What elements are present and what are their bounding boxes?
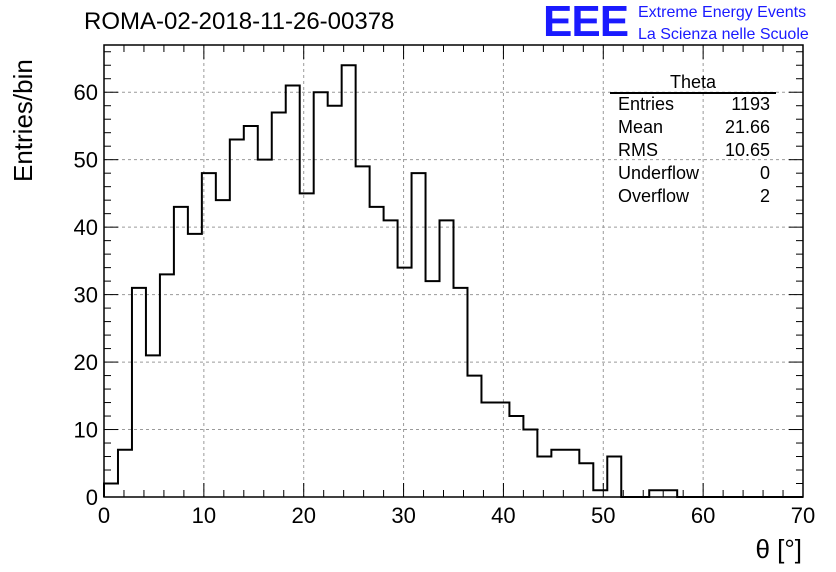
x-tick-label: 50 — [591, 503, 615, 528]
histogram-bin — [509, 416, 523, 497]
histogram-bin — [398, 268, 412, 497]
stat-label: Entries — [618, 94, 675, 114]
histogram-bin — [467, 376, 481, 497]
y-tick-label: 60 — [74, 80, 98, 105]
x-tick-label: 40 — [491, 503, 515, 528]
histogram-bin — [426, 281, 440, 497]
histogram-bin — [370, 207, 384, 497]
histogram-bin — [272, 112, 286, 497]
x-tick-label: 30 — [391, 503, 415, 528]
stat-value: 2 — [759, 186, 770, 206]
stats-title: Theta — [669, 72, 717, 92]
x-tick-label: 10 — [192, 503, 216, 528]
y-tick-label: 50 — [74, 148, 98, 173]
logo-line-1: Extreme Energy Events — [638, 4, 807, 21]
histogram-bin — [174, 207, 188, 497]
stat-value: 21.66 — [724, 117, 770, 137]
histogram-bin — [607, 457, 621, 497]
x-axis-label: θ [°] — [755, 534, 802, 564]
y-tick-label: 20 — [74, 350, 98, 375]
chart-title: ROMA-02-2018-11-26-00378 — [84, 8, 395, 35]
histogram-bin — [523, 430, 537, 497]
histogram-bin — [342, 65, 356, 497]
x-tick-label: 60 — [691, 503, 715, 528]
histogram-bin — [537, 457, 551, 497]
eee-logo-mark: EEE — [543, 0, 629, 46]
histogram-bin — [663, 490, 677, 497]
histogram-bin — [230, 139, 244, 497]
histogram-bin — [565, 450, 579, 497]
histogram-bin — [216, 200, 230, 497]
stat-value: 1193 — [731, 94, 770, 114]
histogram-bin — [593, 490, 607, 497]
stat-value: 0 — [759, 163, 770, 183]
histogram-bin — [384, 220, 398, 497]
histogram-bin — [160, 274, 174, 497]
stat-label: RMS — [618, 140, 658, 160]
stat-value: 10.65 — [724, 140, 770, 160]
histogram-bin — [118, 450, 132, 497]
x-tick-label: 20 — [291, 503, 315, 528]
histogram-bin — [104, 484, 118, 497]
y-tick-label: 0 — [86, 485, 98, 510]
stat-row-rms: RMS 10.65 — [618, 140, 770, 162]
histogram-bin — [300, 193, 314, 497]
histogram-bin — [454, 288, 468, 497]
stat-row-mean: Mean 21.66 — [618, 117, 770, 139]
stats-box: Theta Entries 1193 Mean 21.66 RMS 10.65 … — [610, 72, 776, 206]
x-tick-label: 0 — [98, 503, 110, 528]
histogram-bin — [481, 403, 495, 497]
stat-row-entries: Entries 1193 — [618, 94, 770, 116]
histogram-bin — [412, 173, 426, 497]
histogram-bin — [551, 450, 565, 497]
stat-row-overflow: Overflow 2 — [618, 186, 770, 208]
stat-label: Mean — [618, 117, 664, 137]
histogram-bin — [356, 166, 370, 497]
logo-line-2: La Scienza nelle Scuole — [638, 26, 809, 43]
histogram-bin — [188, 234, 202, 497]
histogram-bin — [146, 355, 160, 497]
histogram-bin — [258, 160, 272, 497]
plot-frame — [103, 44, 804, 498]
histogram-bin — [495, 403, 509, 497]
histogram-bin — [286, 85, 300, 497]
histogram-bin — [132, 288, 146, 497]
stats-divider — [610, 92, 776, 94]
y-tick-label: 40 — [74, 215, 98, 240]
y-axis-label: Entries/bin — [8, 59, 38, 182]
stat-label: Overflow — [618, 186, 690, 206]
histogram-bin — [440, 220, 454, 497]
y-tick-label: 30 — [74, 283, 98, 308]
stat-label: Underflow — [618, 163, 700, 183]
histogram-bin — [244, 126, 258, 497]
x-tick-label: 70 — [791, 503, 815, 528]
stat-row-underflow: Underflow 0 — [618, 163, 770, 185]
y-tick-label: 10 — [74, 418, 98, 443]
histogram-bin — [649, 490, 663, 497]
histogram-bin — [579, 463, 593, 497]
histogram-bin — [328, 106, 342, 497]
